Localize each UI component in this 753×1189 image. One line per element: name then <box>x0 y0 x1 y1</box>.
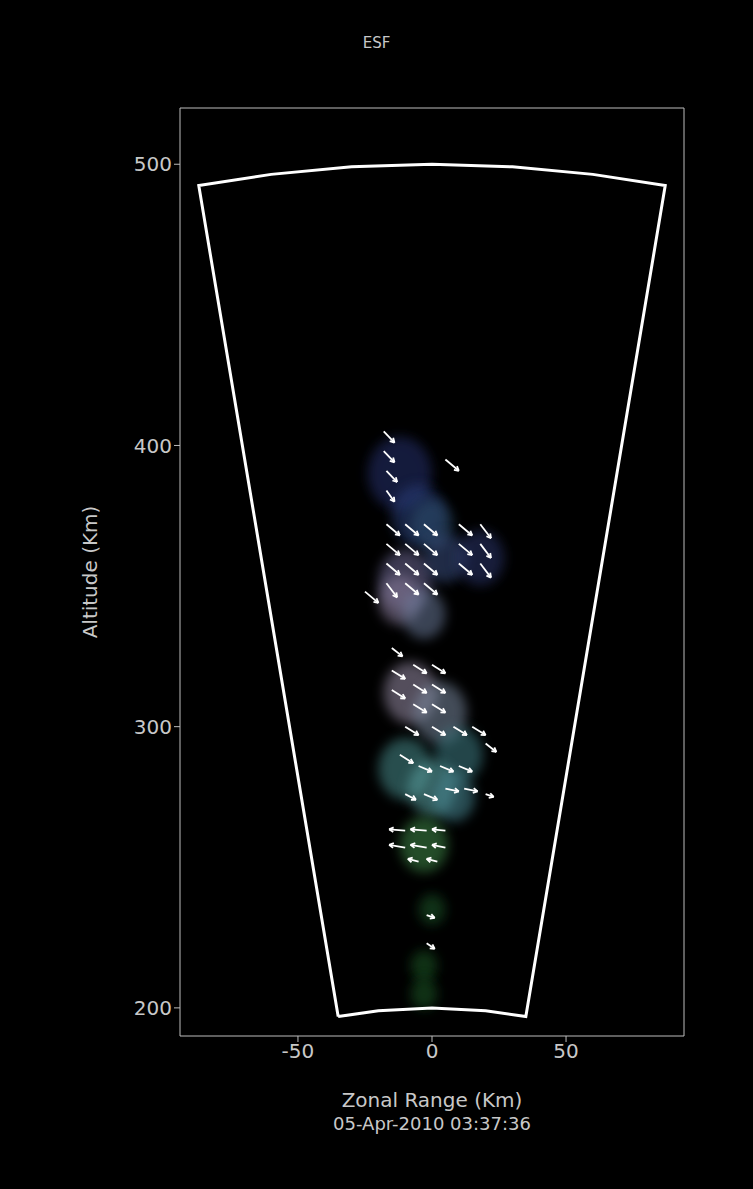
svg-text:200: 200 <box>134 996 172 1020</box>
svg-text:400: 400 <box>134 434 172 458</box>
svg-text:Altitude (Km): Altitude (Km) <box>78 506 102 639</box>
svg-text:50: 50 <box>553 1039 578 1063</box>
svg-text:500: 500 <box>134 152 172 176</box>
html-text:ESF: ESF <box>362 34 391 52</box>
svg-text:0: 0 <box>426 1039 439 1063</box>
html-text:05-Apr-2010 03:37:36: 05-Apr-2010 03:37:36 <box>333 1113 531 1134</box>
svg-text:Zonal Range (Km): Zonal Range (Km) <box>342 1088 523 1112</box>
svg-text:-50: -50 <box>282 1039 315 1063</box>
svg-text:300: 300 <box>134 715 172 739</box>
